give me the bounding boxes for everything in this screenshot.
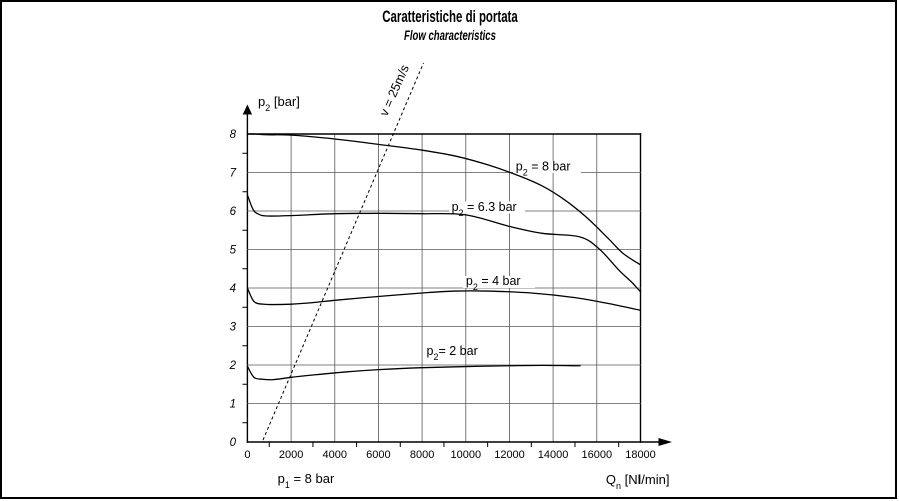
svg-text:6000: 6000: [366, 449, 390, 461]
svg-text:4000: 4000: [323, 449, 347, 461]
svg-text:12000: 12000: [494, 449, 525, 461]
svg-text:Caratteristiche di portata: Caratteristiche di portata: [382, 8, 518, 27]
svg-text:4: 4: [230, 283, 236, 295]
svg-text:0: 0: [244, 449, 250, 461]
svg-text:5: 5: [230, 245, 237, 257]
svg-text:3: 3: [230, 322, 237, 334]
svg-text:2000: 2000: [279, 449, 303, 461]
svg-text:2: 2: [229, 360, 237, 372]
svg-text:16000: 16000: [582, 449, 613, 461]
svg-text:0: 0: [230, 437, 237, 449]
svg-text:p1 = 8 bar: p1 = 8 bar: [278, 471, 335, 490]
svg-text:p2 [bar]: p2 [bar]: [258, 94, 300, 113]
svg-text:8: 8: [230, 129, 237, 141]
svg-text:Flow characteristics: Flow characteristics: [404, 27, 496, 43]
svg-text:Qn [Nl/min]: Qn [Nl/min]: [606, 472, 670, 491]
svg-text:v = 25m/s: v = 25m/s: [377, 63, 412, 119]
svg-text:8000: 8000: [410, 449, 434, 461]
svg-text:p2= 2 bar: p2= 2 bar: [427, 344, 478, 362]
svg-text:14000: 14000: [538, 449, 569, 461]
svg-text:18000: 18000: [625, 449, 656, 461]
svg-text:1: 1: [230, 399, 236, 411]
svg-text:10000: 10000: [451, 449, 482, 461]
svg-text:6: 6: [230, 206, 237, 218]
svg-text:7: 7: [230, 168, 237, 180]
